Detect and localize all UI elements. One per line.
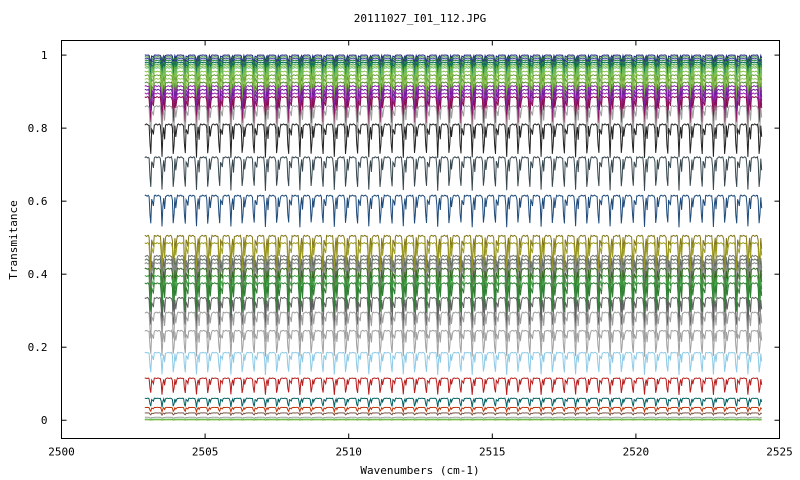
series-line [144, 66, 763, 89]
series-line [144, 59, 763, 74]
series-line [144, 329, 763, 357]
x-tick-label: 2500 [48, 446, 75, 459]
x-tick-label: 2520 [623, 446, 650, 459]
series-line [144, 88, 763, 118]
series-line [144, 311, 763, 343]
x-tick-label: 2510 [335, 446, 362, 459]
series-line [144, 73, 763, 100]
series-line [144, 64, 763, 85]
series-line [144, 377, 763, 396]
series-line [144, 274, 763, 310]
x-tick-label: 2515 [479, 446, 506, 459]
series-line [144, 261, 763, 297]
series-line [144, 122, 763, 158]
series-line [144, 61, 763, 78]
y-tick-label: 0.4 [28, 268, 48, 281]
series-line [144, 84, 763, 115]
series-line [144, 416, 762, 420]
series-line [144, 194, 763, 228]
y-tick-label: 0 [41, 414, 48, 427]
series-line [144, 241, 763, 277]
series-line [144, 296, 763, 330]
series-line [144, 281, 763, 317]
chart-title: 20111027_I01_112.JPG [354, 12, 486, 25]
y-tick-label: 0.2 [28, 341, 48, 354]
series-line [144, 234, 763, 270]
series-line [144, 406, 763, 414]
series-line [144, 63, 763, 82]
series-line [144, 351, 763, 376]
series-line [144, 81, 763, 109]
series-line [144, 55, 763, 67]
y-tick-label: 0.6 [28, 195, 48, 208]
series-line [144, 396, 763, 408]
plot-frame [61, 40, 780, 439]
series-line [144, 155, 763, 191]
x-axis-label: Wavenumbers (cm-1) [360, 464, 479, 477]
series-line [144, 70, 763, 94]
series-line [144, 53, 763, 64]
y-tick-label: 0.8 [28, 122, 48, 135]
series-line [144, 104, 763, 138]
series-line [144, 412, 762, 417]
y-tick-label: 1 [41, 49, 48, 62]
y-axis-label: Transmitance [7, 200, 20, 279]
series-line [144, 267, 763, 303]
series-line [144, 57, 763, 70]
series-layer [144, 53, 763, 421]
ticks-layer: 2500 2505 2510 2515 2520 2525 0 0.2 0.4 0.6 0.8 1 [28, 40, 793, 459]
series-line [144, 77, 763, 105]
series-line [144, 418, 762, 421]
x-tick-label: 2505 [192, 446, 219, 459]
series-line [144, 95, 763, 127]
x-tick-label: 2525 [766, 446, 793, 459]
